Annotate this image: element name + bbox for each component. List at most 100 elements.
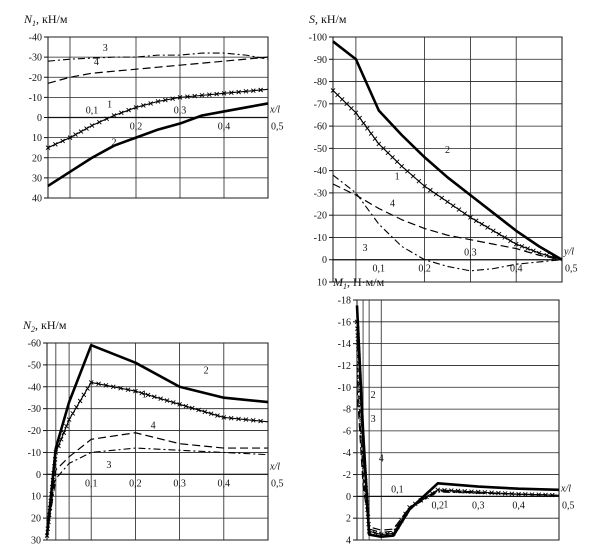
n1-series-1-marker [73,132,78,137]
m1-ytick-label: -6 [343,426,351,437]
n2-series-1-marker [170,400,176,405]
n2-series-1-marker [258,418,263,424]
n2-curve-label-1: 1 [142,390,147,401]
s-series-1-marker [330,88,336,93]
s-series-1-marker [381,146,386,151]
m1-ytick-label: -10 [338,383,351,394]
n2-series-1-marker [133,388,138,394]
n2-series-1-marker [110,384,116,390]
chart-n1: -40 -30 -20 -10 0 10 20 30 40 0,1 0,2 0,3 0,4 0,5 x/l N… [23,12,284,205]
n2-xtick-label: 0,1 [85,478,98,489]
m1-ytick-label: -4 [343,448,351,459]
n2-series-1-marker [243,417,249,422]
n1-series-1-marker [221,91,227,96]
n1-series-1-marker [214,91,219,97]
m1-ytick-label: -14 [338,339,351,350]
n2-ytick-label: -30 [28,404,41,415]
s-series-3 [332,174,563,272]
s-series-1-marker [416,178,422,184]
n2-series-1-marker [215,413,220,418]
s-series-1-marker [428,187,433,193]
s-ytick-label: -50 [314,144,327,155]
n1-curve-label-2: 2 [112,138,117,149]
m1-xtick-label: 0,2 [432,500,445,511]
n1-ytick-label: -10 [29,93,42,104]
m1-curve-label-3: 3 [371,414,376,425]
s-series-1-marker [519,244,525,249]
n1-series-1-marker [60,138,65,144]
n1-xtick-label: 0,1 [86,106,99,117]
n2-xtick-label: 0,3 [173,478,186,489]
n2-x-axis-label: x/l [269,461,280,472]
s-curve-label-4: 4 [390,198,395,209]
n1-series-1-marker [163,97,168,103]
n1-series-1-marker [45,145,51,151]
n1-series-1-marker [155,99,161,104]
n1-series-1 [47,88,269,149]
s-xtick-label: 0,5 [565,264,578,275]
m1-curve-label-2: 2 [371,390,376,401]
n2-series-1-marker [158,396,163,401]
n2-series-1-marker [81,392,87,398]
s-series-1-marker [357,115,363,121]
m1-curve-label-1: 1 [361,456,366,467]
s-series-1-marker [385,150,391,156]
n1-ytick-label: -20 [29,73,42,84]
n1-series-1-marker [236,89,241,95]
n2-series-3 [46,447,269,536]
n2-ytick-label: -20 [28,426,41,437]
n1-series-1-marker [133,105,139,110]
n2-curve-label-2: 2 [204,366,209,377]
n2-series-2 [45,343,269,536]
m1-xtick-label: 0,5 [562,500,575,511]
s-series-1-marker [410,173,416,179]
s-ytick-label: -100 [309,33,327,44]
n2-series-1-marker [96,381,101,387]
n1-series-1-marker [111,113,117,118]
s-curve-label-1: 1 [395,172,400,183]
m1-ytick-label: 4 [346,536,351,547]
n2-curve-label-3: 3 [106,460,111,471]
n2-series-1-marker [88,380,94,385]
n2-series-1-marker [118,385,123,391]
n2-series-4 [46,432,268,536]
n1-ytick-label: 0 [37,113,42,124]
n1-series-1-marker [170,96,175,102]
s-series-1-marker [496,231,502,237]
n2-series-1-marker [70,411,76,416]
s-series-1-marker [513,241,519,247]
n2-ytick-label: 30 [31,536,41,547]
m1-series-2 [355,305,560,539]
s-series-1-marker [468,215,473,220]
n2-series-1 [46,381,269,536]
n2-ytick-label: 10 [31,492,41,503]
n2-series-1-marker [139,390,145,396]
n1-series-2 [47,102,269,188]
s-series-1-marker [353,110,359,116]
n1-curve-label-1: 1 [107,99,112,110]
n1-series-1-marker [243,89,249,94]
n1-ytick-label: 40 [32,194,42,205]
m1-ytick-label: -18 [338,296,351,307]
s-series-4 [332,183,563,261]
s-series-1-marker [339,97,345,102]
s-series-1-marker [531,248,536,254]
m1-xtick-label: 0,3 [472,500,485,511]
s-series-1 [332,90,563,261]
s-series-1-marker [399,163,405,169]
n1-series-1-marker [229,90,234,95]
chart-n2: -60 -50 -40 -30 -20 -10 0 10 20 30 0,1 0,2 0,3 0,4 0,5… [22,318,284,547]
n2-xtick-label: 0,2 [129,478,142,489]
s-ytick-label: -90 [314,55,327,66]
s-series-1-marker [508,238,513,244]
n2-ytick-label: 20 [31,514,41,525]
n1-ytick-label: -30 [29,53,42,64]
n1-series-1-marker [199,93,205,98]
n1-series-1-marker [126,107,131,113]
m1-series-1-marker [543,492,548,498]
m1-ytick-label: 2 [346,514,351,525]
chart-m1: -18 -16 -14 -12 -10 -8 -6 -4 -2 0 2 4 0,1 0,2 0,3 0,4 0,… [332,275,575,547]
n1-x-axis-label: x/l [269,105,280,116]
n2-xtick-label: 0,5 [271,478,284,489]
